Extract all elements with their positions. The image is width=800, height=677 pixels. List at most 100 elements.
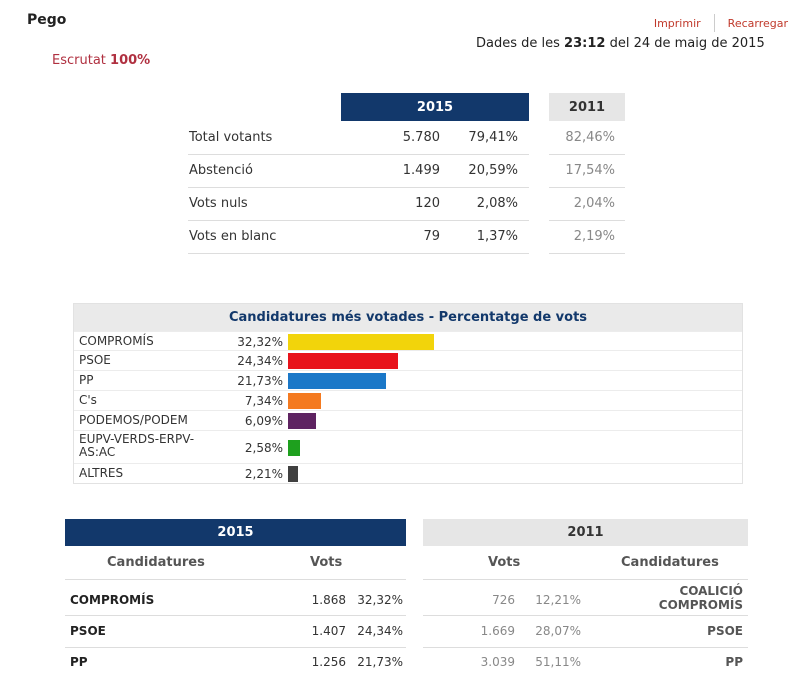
chart-row: PODEMOS/PODEM 6,09% [74,410,742,431]
candidatures-chart: Candidatures més votades - Percentatge d… [73,303,743,484]
summary-percent-2011: 17,54% [565,163,615,178]
summary-percent-2011: 2,19% [573,229,615,244]
col-vots-2011: Vots [488,555,521,570]
percent-2015: 21,73% [357,655,403,669]
results-divider [423,647,748,648]
summary-header-2015: 2015 [341,93,529,121]
print-link[interactable]: Imprimir [653,16,701,30]
data-suffix: del 24 de maig de 2015 [609,36,765,51]
results-divider [65,647,406,648]
chart-bar [288,393,321,409]
row-divider [188,187,529,188]
row-divider [188,154,529,155]
party-2015: COMPROMÍS [70,593,155,607]
chart-value-label: 2,58% [244,440,283,455]
results-divider [65,579,406,580]
col-vots-2015: Vots [310,555,343,570]
chart-category-label: C's [79,393,97,407]
chart-value-label: 32,32% [237,334,283,349]
votes-2015: 1.868 [311,593,346,607]
top-links: Imprimir Recarregar [654,14,788,32]
col-candidatures-2011: Candidatures [621,555,719,570]
chart-row: ALTRES 2,21% [74,463,742,484]
chart-bar [288,373,386,389]
chart-bar [288,413,316,429]
summary-count: 5.780 [402,130,440,145]
chart-value-label: 6,09% [244,414,283,428]
party-2011: PSOE [707,624,743,638]
summary-row-blanc: Vots en blanc 79 1,37% 2,19% [188,221,625,254]
data-timestamp: Dades de les 23:12 del 24 de maig de 201… [476,36,765,51]
chart-bar [288,466,298,482]
data-time: 23:12 [564,36,606,51]
percent-2011: 12,21% [535,593,581,607]
col-candidatures-2015: Candidatures [107,555,205,570]
results-header-2015: 2015 [65,519,406,546]
chart-row: PP 21,73% [74,370,742,391]
chart-value-label: 2,21% [244,467,283,481]
link-divider [713,14,715,32]
party-2011: COALICIÓ COMPROMÍS [658,584,743,612]
row-divider [549,220,625,221]
chart-category-label: PP [79,373,94,387]
results-divider [423,615,748,616]
chart-value-label: 7,34% [244,394,283,408]
chart-bar [288,439,300,456]
party-2015: PSOE [70,624,106,638]
escrutat-value: 100% [110,53,151,68]
summary-label: Vots en blanc [189,229,277,244]
escrutat-label: Escrutat [52,53,106,68]
summary-percent: 1,37% [476,229,518,244]
chart-row: C's 7,34% [74,390,742,411]
row-divider [549,154,625,155]
chart-row: COMPROMÍS 32,32% [74,331,742,351]
votes-2011: 726 [492,593,515,607]
chart-category-label: PSOE [79,353,111,367]
chart-category-label: EUPV-VERDS-ERPV-AS:AC [79,432,195,459]
summary-count: 120 [415,196,440,211]
party-2015: PP [70,655,88,669]
summary-percent-2011: 2,04% [573,196,615,211]
summary-row-abstencio: Abstenció 1.499 20,59% 17,54% [188,155,625,188]
percent-2011: 28,07% [535,624,581,638]
chart-value-label: 24,34% [237,354,283,368]
chart-title: Candidatures més votades - Percentatge d… [74,304,742,331]
row-divider [188,253,529,254]
percent-2015: 32,32% [357,593,403,607]
summary-row-nuls: Vots nuls 120 2,08% 2,04% [188,188,625,221]
summary-percent: 20,59% [468,163,518,178]
votes-2015: 1.256 [311,655,346,669]
summary-count: 79 [423,229,440,244]
chart-category-label: COMPROMÍS [79,334,154,348]
summary-percent: 79,41% [468,130,518,145]
summary-count: 1.499 [402,163,440,178]
escrutat-status: Escrutat 100% [52,53,150,68]
chart-category-label: ALTRES [79,466,124,480]
percent-2015: 24,34% [357,624,403,638]
chart-value-label: 21,73% [237,374,283,388]
chart-row: PSOE 24,34% [74,350,742,371]
summary-header-2011: 2011 [549,93,625,121]
chart-category-label: PODEMOS/PODEM [79,413,188,427]
reload-link[interactable]: Recarregar [727,16,788,30]
municipality-title: Pego [27,12,67,28]
summary-percent: 2,08% [476,196,518,211]
percent-2011: 51,11% [535,655,581,669]
summary-row-total: Total votants 5.780 79,41% 82,46% [188,122,625,155]
summary-percent-2011: 82,46% [565,130,615,145]
summary-label: Abstenció [189,163,253,178]
results-divider [65,615,406,616]
data-prefix: Dades de les [476,36,560,51]
votes-2011: 1.669 [480,624,515,638]
results-header-2011: 2011 [423,519,748,546]
row-divider [549,187,625,188]
row-divider [188,220,529,221]
party-2011: PP [725,655,743,669]
chart-row: EUPV-VERDS-ERPV-AS:AC 2,58% [74,430,742,464]
summary-label: Vots nuls [189,196,248,211]
row-divider [549,253,625,254]
chart-bar [288,353,398,369]
chart-bar [288,333,434,350]
results-divider [423,579,748,580]
votes-2011: 3.039 [480,655,515,669]
